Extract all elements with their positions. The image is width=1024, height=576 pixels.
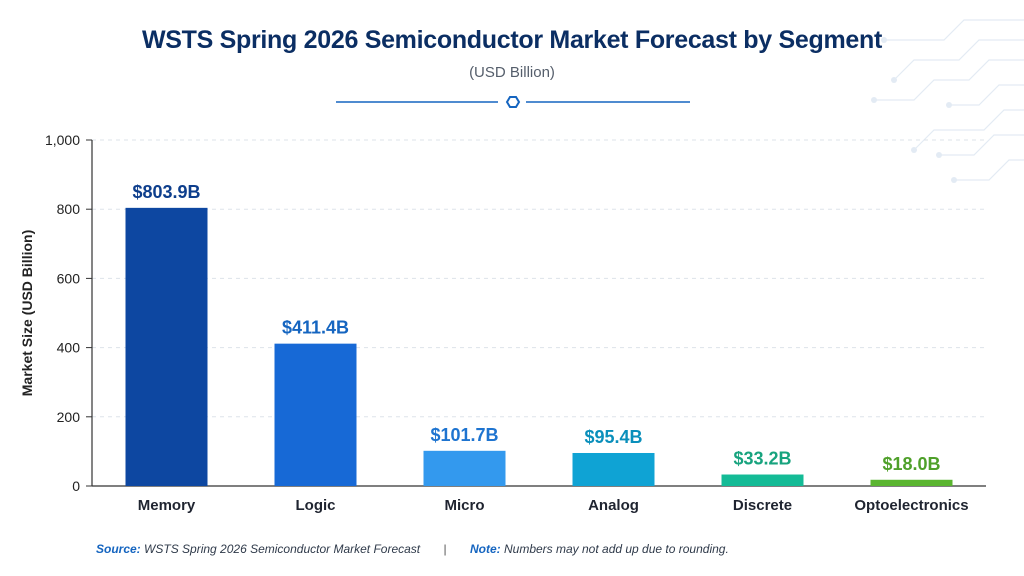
x-tick-label: Logic (296, 497, 336, 514)
circuit-decoration (871, 19, 1024, 183)
y-tick-label: 200 (57, 409, 81, 425)
bar (125, 207, 208, 487)
footer-separator: | (443, 542, 447, 556)
bar (870, 479, 953, 486)
y-tick-label: 1,000 (45, 132, 80, 148)
source-text: WSTS Spring 2026 Semiconductor Market Fo… (144, 542, 421, 556)
x-tick-label: Analog (588, 497, 639, 514)
data-label: $411.4B (282, 318, 349, 338)
data-label: $95.4B (584, 427, 642, 447)
bar (572, 452, 655, 486)
y-axis-label: Market Size (USD Billion) (19, 230, 35, 396)
bar (274, 343, 357, 486)
chart-subtitle: (USD Billion) (469, 64, 555, 81)
data-label: $18.0B (882, 454, 940, 474)
chart-title: WSTS Spring 2026 Semiconductor Market Fo… (141, 26, 883, 54)
x-tick-label: Micro (444, 497, 484, 514)
note-label: Note: (469, 542, 501, 556)
bar (423, 450, 506, 486)
source-label: Source: (96, 542, 141, 556)
data-label: $33.2B (733, 449, 791, 469)
y-tick-label: 800 (57, 201, 81, 217)
note-text: Numbers may not add up due to rounding. (503, 542, 729, 556)
x-tick-label: Optoelectronics (854, 497, 968, 514)
x-tick-label: Memory (138, 497, 196, 514)
bar (721, 474, 804, 486)
y-tick-label: 0 (72, 478, 80, 494)
y-tick-label: 400 (57, 340, 81, 356)
title-divider (336, 96, 690, 108)
x-tick-label: Discrete (733, 497, 792, 514)
data-label: $803.9B (132, 182, 200, 202)
y-tick-label: 600 (57, 270, 81, 286)
chart-footer: Source: WSTS Spring 2026 Semiconductor M… (96, 542, 729, 556)
data-label: $101.7B (430, 425, 498, 445)
